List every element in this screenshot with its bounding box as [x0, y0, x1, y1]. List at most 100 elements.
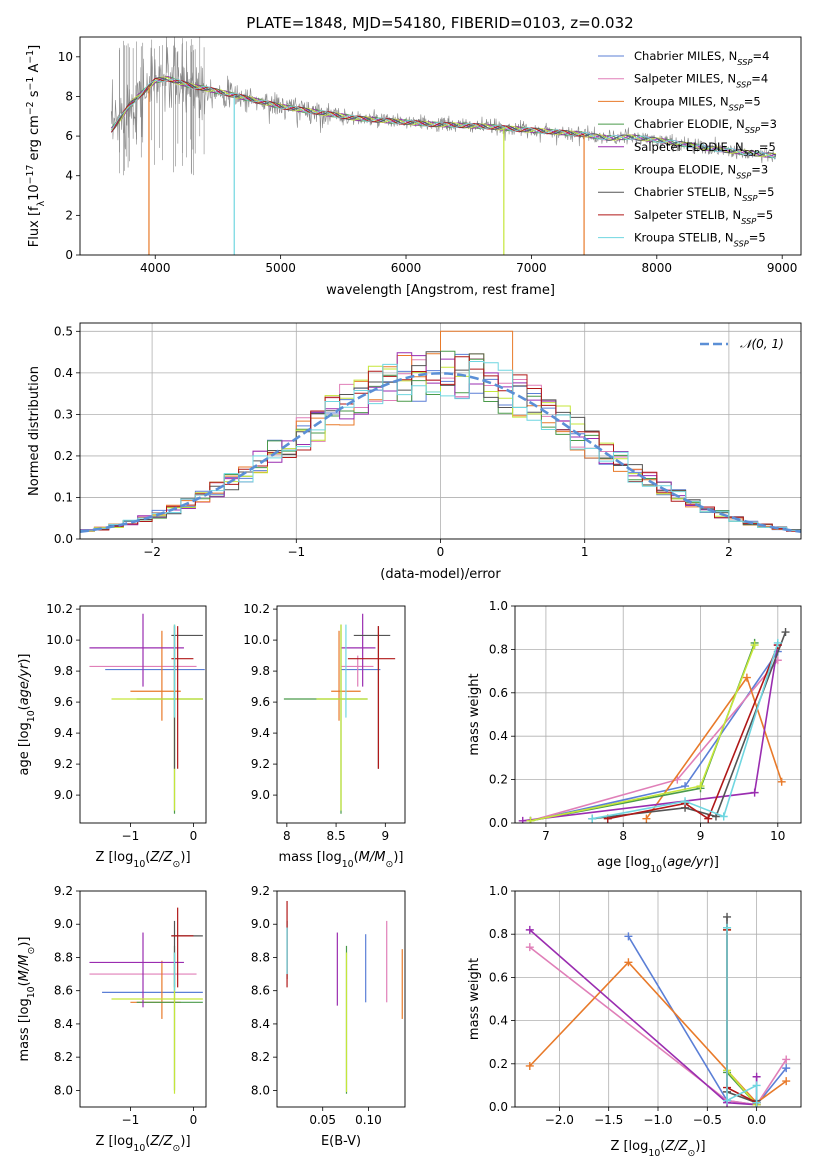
- label-part: SSP: [744, 148, 759, 158]
- label-part: )]: [180, 1134, 190, 1149]
- model-spectrum: [110, 78, 776, 159]
- label-part: 10: [133, 1143, 145, 1154]
- axes-mass-vs-EBV: 0.05 0.10 8.0 8.2 8.4 8.6 8.8 9.0 9.2 E(B-V): [251, 884, 406, 1149]
- weight-line: [726, 927, 758, 1106]
- weight-marker: [750, 641, 759, 650]
- legend-entry: Chabrier STELIB, NSSP=5: [634, 185, 774, 203]
- x-tick-label: 7: [542, 829, 550, 843]
- weight-line: [592, 642, 779, 820]
- label-part: )]: [393, 850, 403, 865]
- y-tick-label: 6: [65, 129, 73, 143]
- legend-entry: Salpeter STELIB, NSSP=5: [634, 208, 773, 226]
- x-tick-label: 0: [437, 545, 445, 559]
- y-tick-label: 8.6: [54, 984, 73, 998]
- x-tick-label: 0.10: [355, 1113, 382, 1127]
- x-tick-label: 8.5: [327, 829, 346, 843]
- label-part: Salpeter STELIB, N: [634, 208, 741, 222]
- x-tick-label: 0.05: [309, 1113, 336, 1127]
- weight-marker: [719, 812, 728, 821]
- x-axis-label: age [log10(age/yr)]: [597, 855, 719, 875]
- label-part: =5: [757, 185, 774, 199]
- y-tick-label: 8.4: [54, 1017, 73, 1031]
- label-part: age/yr: [667, 855, 710, 870]
- histogram-step: [80, 361, 801, 531]
- y-tick-label: 9.4: [54, 726, 73, 740]
- x-axis-label: wavelength [Angstrom, rest frame]: [326, 283, 555, 298]
- y-tick-label: 9.2: [54, 884, 73, 898]
- label-part: Salpeter ELODIE, N: [634, 140, 744, 154]
- x-tick-label: 5000: [265, 261, 296, 275]
- x-tick-label: −1: [287, 545, 305, 559]
- weight-marker: [782, 1064, 791, 1073]
- y-tick-label: 9.6: [251, 695, 270, 709]
- axes-frame: [79, 605, 207, 824]
- x-tick-label: 9000: [767, 261, 798, 275]
- x-axis-label: Z [log10(Z/Z⊙)]: [95, 1134, 190, 1154]
- y-tick-label: 0.2: [489, 773, 508, 787]
- y-tick-label: 0.4: [54, 366, 73, 380]
- label-part: SSP: [737, 57, 752, 67]
- x-tick-label: 7000: [516, 261, 547, 275]
- axes-frame: [79, 322, 802, 540]
- label-part: )]: [17, 937, 32, 947]
- plot-area: [286, 900, 403, 1094]
- y-tick-label: 10.2: [243, 602, 270, 616]
- plot-area: [80, 323, 801, 539]
- y-tick-label: 8: [65, 89, 73, 103]
- y-tick-label: 10.0: [243, 633, 270, 647]
- label-part: (: [660, 1139, 665, 1154]
- weight-marker: [782, 1055, 791, 1064]
- y-tick-label: 9.6: [54, 695, 73, 709]
- x-tick-label: 4000: [140, 261, 171, 275]
- label-part: (: [17, 705, 32, 710]
- y-tick-label: 10.2: [46, 602, 73, 616]
- weight-marker: [723, 1096, 732, 1105]
- label-part: =5: [759, 140, 776, 154]
- weight-marker: [624, 958, 633, 967]
- label-part: )]: [695, 1139, 705, 1154]
- y-tick-label: 9.0: [251, 788, 270, 802]
- y-axis-label: mass [log10(M/M⊙)]: [17, 937, 37, 1062]
- plot-area: [110, 37, 777, 255]
- axes-frame: [514, 605, 802, 824]
- y-tick-label: 0.6: [489, 686, 508, 700]
- x-axis-label: mass [log10(M/M⊙)]: [279, 850, 404, 870]
- label-part: Salpeter MILES, N: [634, 72, 736, 86]
- label-part: Chabrier ELODIE, N: [634, 117, 745, 131]
- y-tick-label: 0.8: [489, 927, 508, 941]
- x-tick-label: −1.5: [594, 1113, 623, 1127]
- y-axis-label: mass weight: [467, 673, 482, 755]
- y-tick-label: 0.1: [54, 490, 73, 504]
- y-tick-label: 10: [58, 50, 73, 64]
- x-tick-label: 6000: [391, 261, 422, 275]
- label-part: )]: [17, 653, 32, 663]
- plot-area: [515, 891, 801, 1107]
- axes-frame: [276, 890, 406, 1108]
- label-part: 10: [26, 710, 37, 722]
- y-tick-label: 0.2: [54, 449, 73, 463]
- y-tick-label: 9.0: [251, 917, 270, 931]
- axes-age-vs-Z: −1 09.09.29.49.69.810.010.2Z [log10(Z/Z⊙)…: [17, 602, 207, 870]
- label-part: −17: [25, 165, 36, 185]
- y-tick-label: 8.2: [54, 1050, 73, 1064]
- weight-marker: [752, 1072, 761, 1081]
- axes-frame: [514, 890, 802, 1108]
- weight-marker: [742, 673, 751, 682]
- label-part: )]: [709, 855, 719, 870]
- label-part: SSP: [741, 216, 756, 226]
- label-part: E(B-V): [321, 1134, 361, 1149]
- y-tick-label: 9.2: [54, 757, 73, 771]
- axes-frame: [79, 890, 207, 1108]
- label-part: )]: [180, 850, 190, 865]
- label-part: =4: [752, 49, 769, 63]
- weight-marker: [777, 777, 786, 786]
- y-tick-label: 9.0: [54, 788, 73, 802]
- weight-line: [726, 927, 758, 1103]
- weight-line: [529, 961, 787, 1104]
- y-tick-label: 0.4: [489, 1014, 508, 1028]
- x-tick-label: −1: [122, 829, 140, 843]
- axes-residual-histogram: −2 −1 0 1 2 0.0 0.1 0.2 0.3 0.4 0.5 𝒩(0, 1) (data-mo…: [27, 322, 802, 582]
- y-tick-label: 9.8: [251, 664, 270, 678]
- x-tick-label: 9: [381, 829, 389, 843]
- label-part: Z [log: [95, 1134, 133, 1149]
